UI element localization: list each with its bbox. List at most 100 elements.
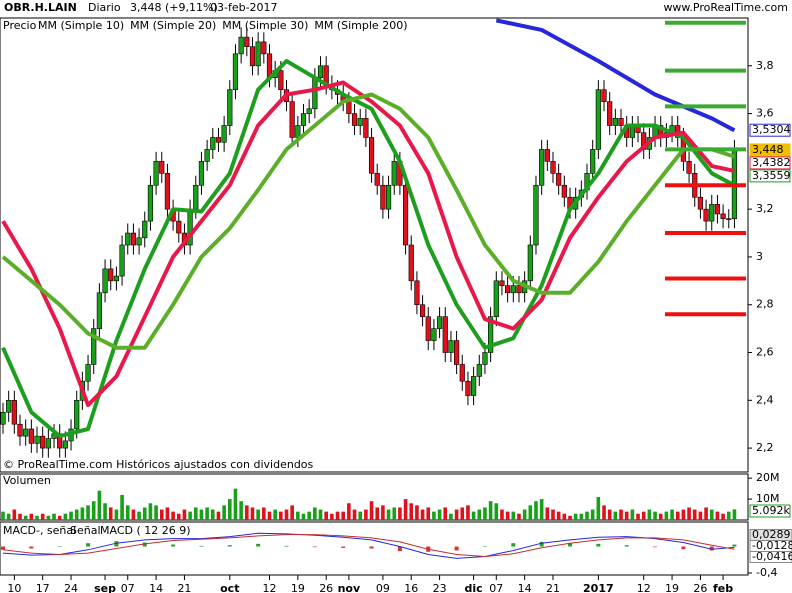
volume-bar [324,511,328,520]
candle-body [709,204,715,222]
legend-price: Precio [3,19,37,32]
candle-body [368,137,375,174]
y-tick-label: 3,8 [756,59,774,72]
macd-histogram [114,541,119,547]
x-tick-label: 12 [262,582,276,593]
volume-bar [562,513,567,520]
candle-body [505,285,511,294]
volume-bar [352,509,357,520]
volume-bar [330,513,334,520]
volume-bar [222,505,226,520]
candle-body [436,316,443,329]
candle-body [453,340,460,365]
volume-bar [313,507,317,520]
candle-body [408,244,414,282]
volume-bar [483,507,487,520]
x-tick-label: 23 [433,582,447,593]
candle-body [164,173,171,210]
volume-bar [273,509,277,520]
volume-bar [687,507,691,520]
candle-body [465,380,471,396]
candle-body [91,328,97,365]
x-tick-label: 26 [319,582,333,593]
candle-body [147,184,154,222]
x-tick-label: 19 [291,582,305,593]
volume-bar [624,511,629,520]
candle-body [215,137,222,143]
volume-bar [579,513,584,520]
candle-body [295,125,301,138]
candle-body [176,220,182,234]
volume-bar [602,505,606,520]
volume-bar [262,507,266,520]
macd-frame [0,521,749,576]
macd-label: -0,0128 [752,539,792,552]
volume-bar [534,501,538,520]
macd-label: -0,0416 [752,550,792,563]
macd-histogram [681,546,686,550]
candle-body [255,41,261,67]
candle-body [544,149,550,162]
candle-body [351,113,358,126]
volume-bar [505,511,510,520]
volume-bar [647,509,652,520]
macd-histogram [256,543,261,547]
volume-bar [57,515,62,520]
volume-bar [6,513,11,520]
volume-bar [494,503,499,520]
volume-bar [585,511,589,520]
candle-body [317,65,324,79]
candle-body [221,125,227,143]
macd-histogram [86,543,91,547]
candle-body [204,149,210,162]
volume-bar [556,511,561,520]
volume-bar [1,511,5,520]
candle-body [45,438,51,449]
macd-histogram [397,546,402,552]
y-tick-label: 3 [756,250,763,263]
candle-body [471,376,477,396]
volume-bar [148,503,153,520]
volume-bar [108,507,113,520]
volume-bar [188,511,192,520]
x-tick-label: 16 [404,582,418,593]
candle-body [556,173,562,186]
volume-bar [437,509,442,520]
candle-body [720,213,726,220]
candle-body [414,280,420,306]
volume-bar [267,511,272,520]
volume-bar [103,503,107,520]
volume-bar [18,513,22,520]
candle-body [0,411,6,425]
x-tick-label: 24 [64,582,78,593]
candle-body [357,118,363,126]
macd-histogram [171,544,176,547]
plot-area [0,18,738,458]
volume-bar [250,507,255,520]
candle-body [130,232,137,246]
volume-bar [40,513,45,520]
candle-body [244,36,250,47]
volume-bar [159,509,164,520]
candle-body [142,220,148,239]
moving-average [1,59,736,439]
volume-bar [171,511,175,520]
candle-body [153,161,159,186]
macd-histogram [482,546,487,548]
macd-histogram [369,546,374,549]
volume-bar [290,505,294,520]
y-tick-label: 3,6 [756,107,774,120]
candle-body [159,161,165,174]
candle-body [85,364,91,382]
candle-body [312,77,318,110]
footer: © ProRealTime.com Históricos ajustados c… [3,458,314,471]
moving-average [495,18,736,133]
volume-bar [86,505,90,520]
candle-body [590,149,596,174]
volume-bar [216,511,221,520]
legend-entry: MM (Simple 200) [314,19,407,32]
volume-bar [182,509,187,520]
volume-bar [488,501,493,520]
